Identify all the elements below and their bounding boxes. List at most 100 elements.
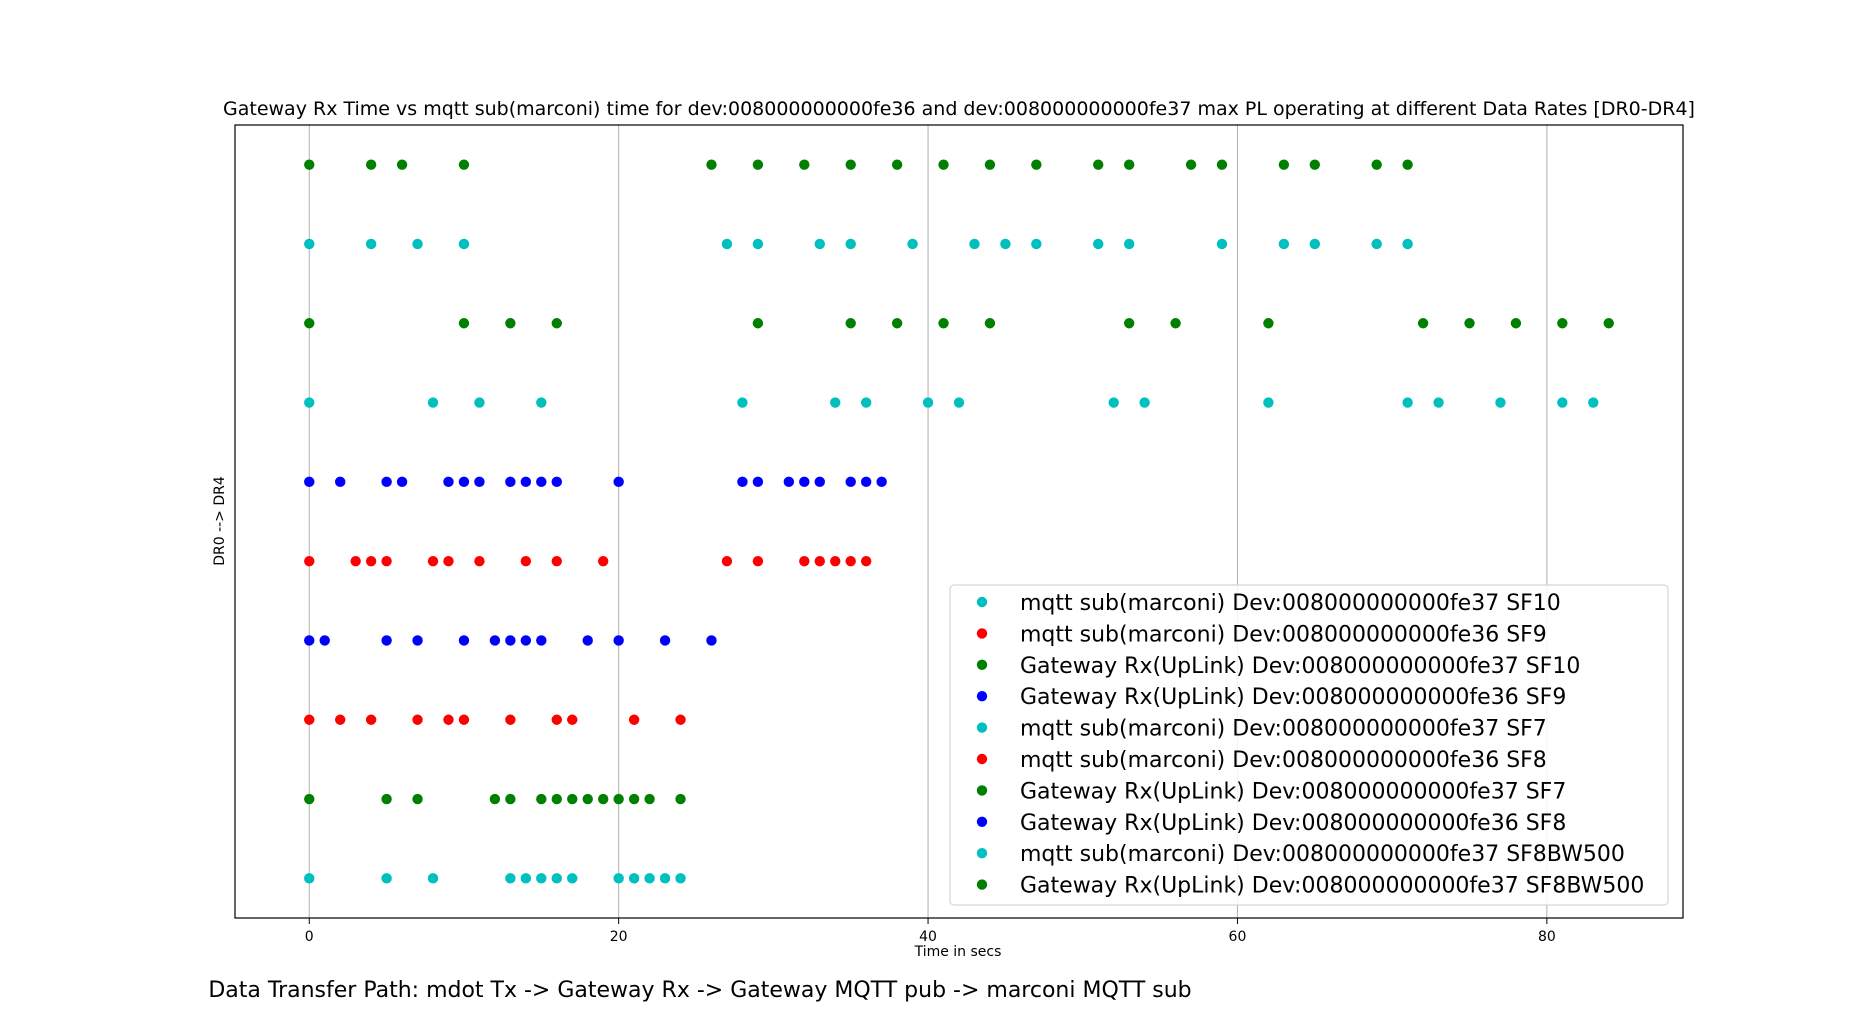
legend-marker [976, 816, 988, 827]
legend-entry: mqtt sub(marconi) Dev:008000000000fe37 S… [1020, 717, 1547, 742]
data-point [830, 397, 841, 408]
data-point [551, 318, 562, 329]
legend-marker [976, 848, 988, 859]
data-point [304, 238, 315, 250]
data-point [860, 397, 872, 408]
data-point [427, 397, 439, 408]
data-point [814, 476, 825, 488]
data-point [427, 555, 439, 567]
data-point [582, 635, 593, 646]
data-point [783, 476, 795, 488]
legend-entry: mqtt sub(marconi) Dev:008000000000fe36 S… [1020, 748, 1547, 773]
data-point [474, 397, 485, 408]
data-point [799, 159, 810, 170]
data-point [381, 476, 392, 488]
data-point [628, 873, 640, 884]
legend-marker [976, 596, 988, 608]
data-point [1557, 397, 1568, 408]
legend-marker [976, 628, 988, 639]
data-point [304, 873, 315, 884]
data-point [551, 714, 562, 725]
data-point [304, 793, 315, 805]
data-point [551, 793, 562, 805]
data-point [567, 714, 578, 725]
data-point [876, 476, 887, 488]
data-point [443, 714, 454, 725]
data-point [304, 635, 315, 646]
data-point [1123, 238, 1135, 250]
data-point [1139, 397, 1150, 408]
data-point [644, 793, 655, 805]
data-point [520, 873, 532, 884]
data-point [520, 555, 532, 567]
data-point [845, 159, 856, 170]
data-point [1216, 238, 1228, 250]
data-point [520, 476, 532, 488]
data-point [706, 159, 717, 170]
data-point [412, 238, 423, 250]
data-point [381, 635, 392, 646]
data-point [458, 318, 470, 329]
data-point [830, 555, 841, 567]
data-point [845, 555, 856, 567]
data-point [1216, 159, 1228, 170]
data-point [334, 714, 346, 725]
x-tick-label: 20 [610, 929, 628, 945]
data-point [752, 238, 764, 250]
data-point [799, 476, 810, 488]
data-point [443, 555, 454, 567]
data-point [752, 476, 764, 488]
data-point [891, 318, 903, 329]
legend-entry: Gateway Rx(UpLink) Dev:008000000000fe36 … [1020, 685, 1566, 710]
x-tick-label: 40 [919, 929, 937, 945]
data-point [304, 476, 315, 488]
data-point [551, 555, 562, 567]
data-point [922, 397, 934, 408]
data-point [984, 318, 996, 329]
data-point [1371, 238, 1382, 250]
legend-entry: Gateway Rx(UpLink) Dev:008000000000fe36 … [1020, 811, 1566, 836]
data-point [505, 873, 516, 884]
data-point [737, 476, 748, 488]
data-point [489, 793, 501, 805]
data-point [799, 555, 810, 567]
legend-marker [976, 753, 988, 765]
data-point [628, 793, 640, 805]
legend-entry: Gateway Rx(UpLink) Dev:008000000000fe37 … [1020, 874, 1644, 899]
data-point [505, 476, 516, 488]
data-point [304, 318, 315, 329]
legend-entry: mqtt sub(marconi) Dev:008000000000fe37 S… [1020, 842, 1625, 867]
data-point [1417, 318, 1429, 329]
data-point [721, 238, 733, 250]
data-point [613, 793, 624, 805]
data-point [1557, 318, 1568, 329]
legend-entry: Gateway Rx(UpLink) Dev:008000000000fe37 … [1020, 779, 1566, 804]
plot-frame [234, 124, 1684, 919]
data-point [860, 476, 872, 488]
data-point [938, 318, 949, 329]
x-tick-label: 60 [1229, 929, 1247, 945]
data-point [845, 476, 856, 488]
data-point [675, 714, 686, 725]
data-point [458, 635, 470, 646]
legend-marker [976, 722, 988, 733]
data-point [1123, 159, 1135, 170]
data-point [567, 873, 578, 884]
data-point [1309, 238, 1321, 250]
data-point [334, 476, 346, 488]
legend: mqtt sub(marconi) Dev:008000000000fe37 S… [949, 584, 1669, 906]
data-point [1278, 238, 1290, 250]
data-point [381, 793, 392, 805]
data-point [938, 159, 949, 170]
legend-items: mqtt sub(marconi) Dev:008000000000fe37 S… [976, 591, 1644, 899]
data-point [536, 873, 547, 884]
data-point [1123, 318, 1135, 329]
data-point [1402, 238, 1413, 250]
data-point [1278, 159, 1290, 170]
data-point [1433, 397, 1444, 408]
data-point [1093, 159, 1104, 170]
data-point [675, 873, 686, 884]
data-point [381, 873, 392, 884]
data-point [969, 238, 980, 250]
